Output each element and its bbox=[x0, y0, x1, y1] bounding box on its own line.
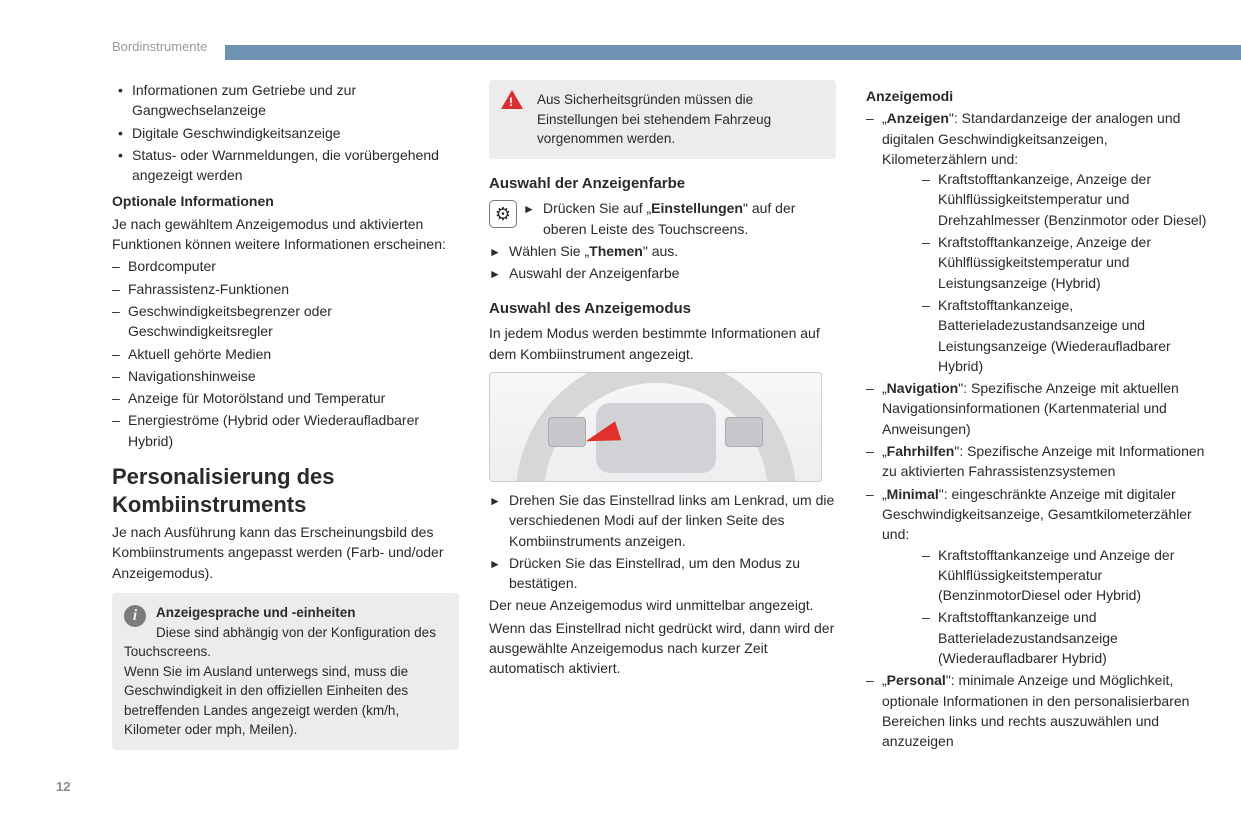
warning-icon bbox=[501, 90, 523, 109]
personalization-intro: Je nach Ausführung kann das Erscheinungs… bbox=[112, 522, 459, 583]
mode-steps-list: Drehen Sie das Einstellrad links am Lenk… bbox=[489, 490, 836, 593]
list-item: Anzeige für Motorölstand und Temperatur bbox=[112, 388, 459, 408]
list-item: Kraftstofftankanzeige, Batterieladezusta… bbox=[922, 295, 1213, 376]
mode-personal: „Personal": minimale Anzeige und Möglich… bbox=[866, 670, 1213, 751]
page-number: 12 bbox=[56, 778, 70, 797]
list-item: Auswahl der Anzeigenfarbe bbox=[489, 263, 836, 283]
list-item: Navigationshinweise bbox=[112, 366, 459, 386]
column-right: Anzeigemodi „Anzeigen": Standardanzeige … bbox=[866, 80, 1213, 754]
steering-wheel-illustration bbox=[489, 372, 822, 482]
display-mode-intro: In jedem Modus werden bestimmte Informat… bbox=[489, 323, 836, 364]
color-steps-list-cont: Wählen Sie „Themen" aus. Auswahl der Anz… bbox=[489, 241, 836, 284]
gear-icon: ⚙ bbox=[489, 200, 517, 228]
warning-box: Aus Sicherheitsgründen müssen die Einste… bbox=[489, 80, 836, 159]
modes-list: „Anzeigen": Standardanzeige der analogen… bbox=[866, 108, 1213, 751]
info-note-box: i Anzeigesprache und -einheiten Diese si… bbox=[112, 593, 459, 750]
list-item: Bordcomputer bbox=[112, 256, 459, 276]
page-header: Bordinstrumente bbox=[0, 0, 1241, 65]
note-text-2: Wenn Sie im Ausland unterwegs sind, muss… bbox=[124, 664, 408, 738]
page-content: Informationen zum Getriebe und zur Gangw… bbox=[0, 65, 1241, 754]
section-title: Bordinstrumente bbox=[112, 38, 207, 57]
mode-fahrhilfen: „Fahrhilfen": Spezifische Anzeige mit In… bbox=[866, 441, 1213, 482]
column-left: Informationen zum Getriebe und zur Gangw… bbox=[112, 80, 459, 754]
list-item: Fahrassistenz-Funktionen bbox=[112, 279, 459, 299]
list-item: Kraftstofftankanzeige, Anzeige der Kühlf… bbox=[922, 232, 1213, 293]
color-steps-list: Drücken Sie auf „Einstellungen" auf der … bbox=[523, 198, 836, 241]
list-item: Kraftstofftankanzeige und Batterieladezu… bbox=[922, 607, 1213, 668]
list-item: Energieströme (Hybrid oder Wiederaufladb… bbox=[112, 410, 459, 451]
list-item: Status- oder Warnmeldungen, die vorüberg… bbox=[132, 145, 459, 186]
mode-minimal-sublist: Kraftstofftankanzeige und Anzeige der Kü… bbox=[902, 545, 1213, 669]
list-item: Kraftstofftankanzeige und Anzeige der Kü… bbox=[922, 545, 1213, 606]
list-item: Drücken Sie das Einstellrad, um den Modu… bbox=[489, 553, 836, 594]
note-title: Anzeigesprache und -einheiten bbox=[156, 605, 356, 620]
list-item: Informationen zum Getriebe und zur Gangw… bbox=[132, 80, 459, 121]
header-accent-bar bbox=[225, 45, 1241, 60]
note-text-1: Diese sind abhängig von der Konfiguratio… bbox=[124, 625, 436, 660]
list-item: Aktuell gehörte Medien bbox=[112, 344, 459, 364]
mode-anzeigen: „Anzeigen": Standardanzeige der analogen… bbox=[866, 108, 1213, 376]
optional-info-list: Bordcomputer Fahrassistenz-Funktionen Ge… bbox=[112, 256, 459, 451]
list-item: Drücken Sie auf „Einstellungen" auf der … bbox=[523, 198, 836, 239]
list-item: Kraftstofftankanzeige, Anzeige der Kühlf… bbox=[922, 169, 1213, 230]
display-mode-heading: Auswahl des Anzeigemodus bbox=[489, 298, 836, 320]
info-icon: i bbox=[124, 605, 146, 627]
gear-step-block: ⚙ Drücken Sie auf „Einstellungen" auf de… bbox=[489, 198, 836, 241]
mode-navigation: „Navigation": Spezifische Anzeige mit ak… bbox=[866, 378, 1213, 439]
mode-minimal: „Minimal": eingeschränkte Anzeige mit di… bbox=[866, 484, 1213, 669]
mode-result-text-2: Wenn das Einstellrad nicht gedrückt wird… bbox=[489, 618, 836, 679]
optional-info-heading: Optionale Informationen bbox=[112, 191, 459, 211]
personalization-heading: Personalisierung des Kombiinstruments bbox=[112, 463, 459, 518]
column-middle: Aus Sicherheitsgründen müssen die Einste… bbox=[489, 80, 836, 754]
list-item: Geschwindigkeitsbegrenzer oder Geschwind… bbox=[112, 301, 459, 342]
list-item: Digitale Geschwindigkeitsanzeige bbox=[132, 123, 459, 143]
info-bullet-list: Informationen zum Getriebe und zur Gangw… bbox=[112, 80, 459, 185]
display-modes-heading: Anzeigemodi bbox=[866, 86, 1213, 106]
mode-anzeigen-sublist: Kraftstofftankanzeige, Anzeige der Kühlf… bbox=[902, 169, 1213, 376]
optional-info-intro: Je nach gewähltem Anzeigemodus und aktiv… bbox=[112, 214, 459, 255]
list-item: Drehen Sie das Einstellrad links am Lenk… bbox=[489, 490, 836, 551]
warning-text: Aus Sicherheitsgründen müssen die Einste… bbox=[537, 92, 771, 146]
mode-result-text-1: Der neue Anzeigemodus wird unmittelbar a… bbox=[489, 595, 836, 615]
list-item: Wählen Sie „Themen" aus. bbox=[489, 241, 836, 261]
color-selection-heading: Auswahl der Anzeigenfarbe bbox=[489, 173, 836, 195]
